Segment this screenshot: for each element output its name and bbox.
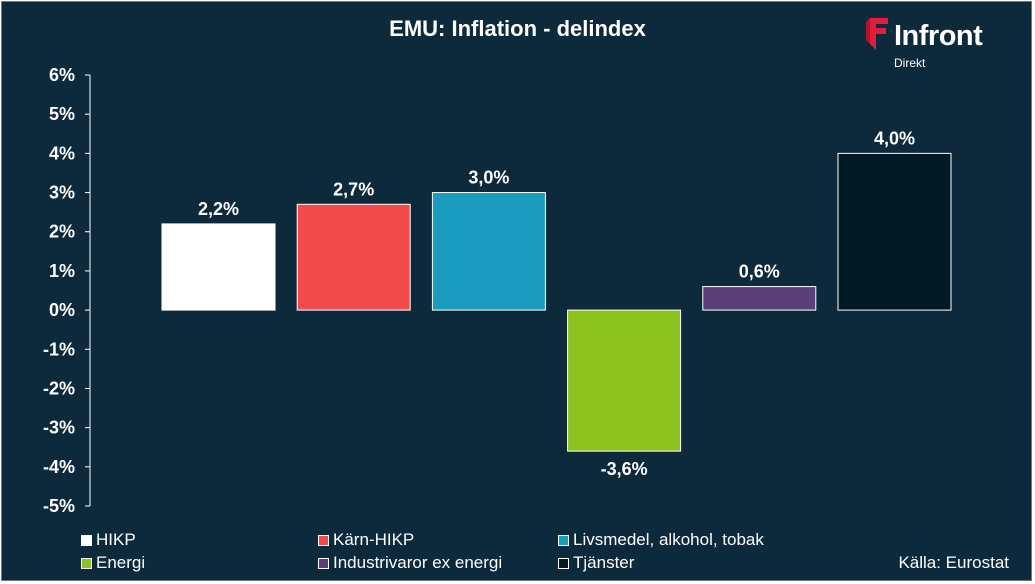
y-tick-label: -2% [43, 378, 75, 398]
y-tick-label: 1% [49, 261, 75, 281]
infront-logo-icon [866, 18, 888, 50]
bar [567, 309, 682, 452]
y-tick-label: 0% [49, 300, 75, 320]
y-tick-label: -1% [43, 339, 75, 359]
data-labels: 2,2% 2,7% 3,0% -3,6% 0,6% 4,0% [198, 128, 915, 479]
data-label: 2,7% [333, 179, 374, 199]
y-tick-label: 3% [49, 183, 75, 203]
y-tick-label: 2% [49, 222, 75, 242]
logo-name: Infront [894, 20, 983, 52]
y-tick-label: 5% [49, 104, 75, 124]
infront-logo: Infront Direkt [866, 16, 1026, 72]
data-label: 2,2% [198, 199, 239, 219]
chart-title: EMU: Inflation - delindex [389, 16, 646, 41]
bar-series [161, 152, 952, 452]
y-tick-label: -5% [43, 496, 75, 516]
bar [837, 152, 952, 311]
y-tick-label: -3% [43, 418, 75, 438]
bar [702, 286, 817, 311]
bar [431, 192, 546, 311]
bar [161, 223, 276, 311]
data-label: 0,6% [739, 262, 780, 282]
y-tick-label: 6% [49, 65, 75, 85]
y-tick-label: 4% [49, 143, 75, 163]
bar [296, 203, 411, 311]
data-label: 4,0% [874, 128, 915, 148]
logo-subtitle: Direkt [894, 56, 926, 70]
y-tick-label: -4% [43, 457, 75, 477]
data-label: -3,6% [601, 459, 648, 479]
y-axis: 6% 5% 4% 3% 2% 1% 0% -1% -2% -3% -4% -5% [43, 65, 91, 516]
data-label: 3,0% [468, 168, 509, 188]
source-note: Källa: Eurostat [898, 553, 1009, 572]
